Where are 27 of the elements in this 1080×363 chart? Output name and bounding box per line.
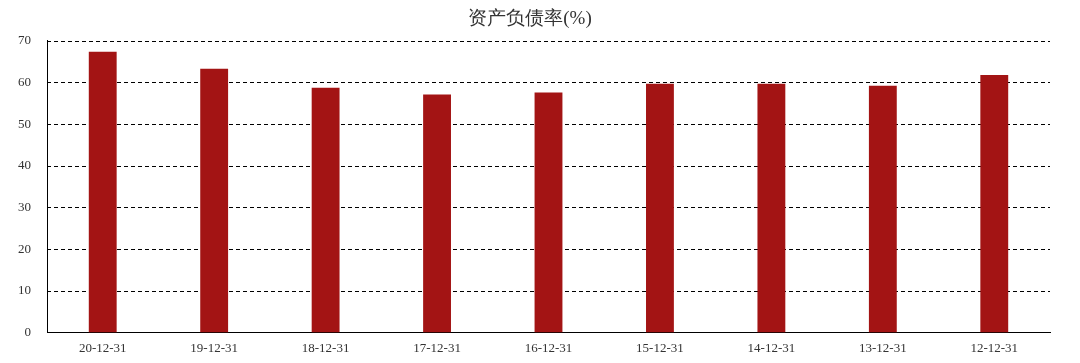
x-tick-label: 17-12-31 <box>413 339 461 355</box>
bar <box>757 83 786 333</box>
y-tick-label: 40 <box>18 157 31 173</box>
x-tick-label: 12-12-31 <box>970 339 1019 355</box>
y-tick-label: 0 <box>24 323 31 339</box>
bar <box>868 85 897 333</box>
bar <box>534 92 563 333</box>
y-tick-label: 70 <box>18 32 31 48</box>
chart-title: 资产负债率(%) <box>468 7 592 30</box>
bar <box>200 68 229 333</box>
x-tick-label: 16-12-31 <box>524 339 573 355</box>
x-tick-label: 19-12-31 <box>190 339 238 355</box>
bar <box>311 87 340 333</box>
bar <box>646 83 674 333</box>
x-tick-label: 20-12-31 <box>78 339 127 355</box>
x-tick-label: 15-12-31 <box>636 339 684 355</box>
bar <box>88 51 117 333</box>
bar <box>980 74 1009 333</box>
x-tick-label: 14-12-31 <box>747 339 796 355</box>
x-tick-label: 18-12-31 <box>301 339 350 355</box>
y-tick-label: 20 <box>18 240 31 256</box>
bar <box>423 94 451 333</box>
y-tick-label: 60 <box>18 73 31 89</box>
y-tick-label: 10 <box>18 282 31 298</box>
y-tick-label: 50 <box>18 115 31 131</box>
x-tick-label: 13-12-31 <box>859 339 907 355</box>
y-tick-label: 30 <box>18 198 31 214</box>
